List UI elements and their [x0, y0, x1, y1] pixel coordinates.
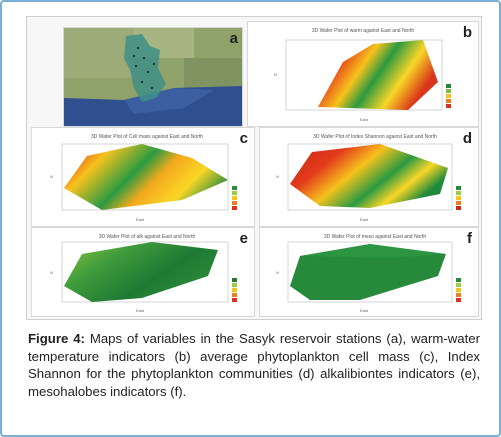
axis-label-east: East [360, 308, 369, 313]
panel-d-plot: 3D Wafer Plot of Index Shannon against E… [259, 127, 479, 227]
panel-f-plot: 3D Wafer Plot of meso against East and N… [259, 227, 479, 317]
panel-a-map: a [63, 27, 243, 127]
legend [456, 278, 461, 302]
legend [232, 278, 237, 302]
panel-a-letter: a [229, 30, 238, 47]
panel-b-plot: 3D Wafer Plot of warm against East and N… [247, 21, 479, 127]
panel-f-letter: f [467, 230, 472, 247]
figure-image: a 3D Wafer Plot of warm against East and… [26, 16, 482, 320]
legend [456, 186, 461, 210]
axis-label-north: N [50, 270, 53, 275]
axis-label-north: N [276, 270, 279, 275]
legend [446, 84, 451, 108]
panel-c-plot: 3D Wafer Plot of Cell mass against East … [31, 127, 255, 227]
panel-f-title: 3D Wafer Plot of meso against East and N… [323, 234, 427, 240]
panel-b-letter: b [462, 24, 472, 41]
panel-e-letter: e [239, 230, 248, 247]
panel-b-title: 3D Wafer Plot of warm against East and N… [311, 28, 415, 34]
axis-label-north: N [274, 72, 277, 77]
axis-label-east: East [136, 308, 145, 313]
panel-d-letter: d [462, 130, 472, 147]
figure-caption: Figure 4: Maps of variables in the Sasyk… [28, 330, 480, 400]
caption-text: Maps of variables in the Sasyk reservoir… [28, 331, 480, 399]
panel-d-title: 3D Wafer Plot of Index Shannon against E… [313, 134, 437, 140]
satellite-map [64, 28, 242, 126]
caption-lead: Figure 4: [28, 331, 85, 346]
axis-label-east: East [360, 217, 369, 222]
panel-c-letter: c [239, 130, 248, 147]
legend [232, 186, 237, 210]
panel-c-title: 3D Wafer Plot of Cell mass against East … [90, 134, 204, 140]
axis-label-east: East [360, 117, 369, 122]
axis-label-north: N [276, 174, 279, 179]
panel-e-title: 3D Wafer Plot of alk against East and No… [98, 234, 196, 240]
axis-label-east: East [136, 217, 145, 222]
panel-e-plot: 3D Wafer Plot of alk against East and No… [31, 227, 255, 317]
axis-label-north: N [50, 174, 53, 179]
